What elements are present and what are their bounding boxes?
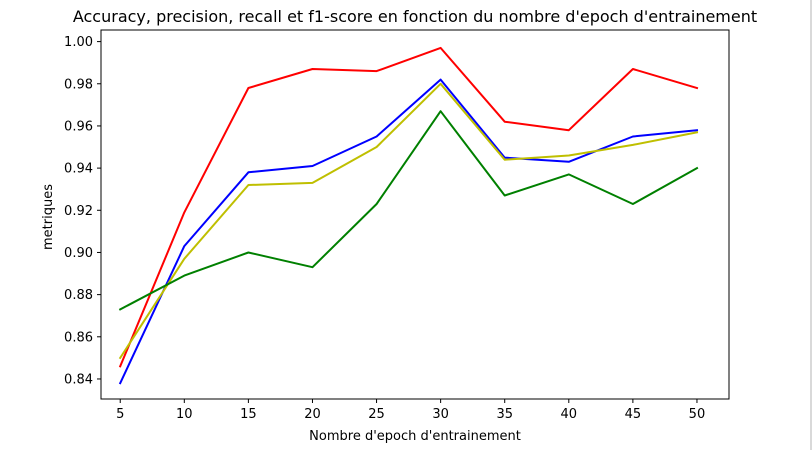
x-tick-label: 20	[304, 407, 321, 422]
series-line-1	[118, 46, 699, 368]
x-tick-label: 40	[561, 407, 578, 422]
plot-area-frame	[100, 29, 730, 400]
y-tick-label: 0.98	[64, 77, 93, 92]
x-tick-label: 50	[689, 407, 706, 422]
y-tick-label: 0.88	[64, 288, 93, 303]
y-tick-label: 0.84	[64, 372, 93, 387]
y-tick-label: 1.00	[64, 35, 93, 50]
y-tick-label: 0.96	[64, 119, 93, 134]
x-tick-label: 30	[432, 407, 449, 422]
series-layer	[118, 46, 699, 385]
x-tick-label: 45	[625, 407, 642, 422]
y-tick-label: 0.94	[64, 162, 93, 177]
y-tick-label: 0.92	[64, 204, 93, 219]
window-edge	[810, 0, 812, 450]
chart-title: Accuracy, precision, recall et f1-score …	[73, 7, 757, 26]
x-tick-label: 10	[176, 407, 193, 422]
x-tick-label: 5	[116, 407, 124, 422]
x-axis-label: Nombre d'epoch d'entrainement	[309, 429, 521, 444]
series-line-3	[118, 82, 699, 360]
y-tick-label: 0.90	[64, 246, 93, 261]
y-tick-label: 0.86	[64, 330, 93, 345]
x-tick-label: 15	[240, 407, 257, 422]
series-line-2	[118, 78, 699, 385]
y-axis-label: metriques	[41, 184, 56, 250]
axes-layer: 5 10 15 20 25 30 35 40 45 50 0.84 0.86 0.88 0.90 0.92 0…	[64, 35, 705, 422]
x-tick-label: 35	[496, 407, 513, 422]
x-tick-label: 25	[368, 407, 385, 422]
series-line-4	[118, 110, 699, 311]
